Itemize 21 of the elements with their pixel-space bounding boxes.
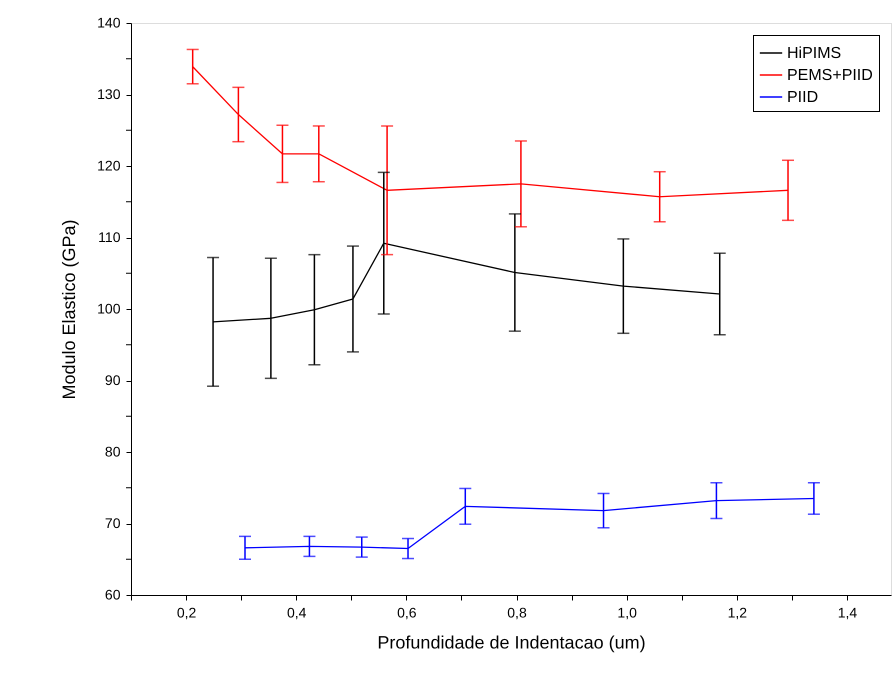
y-tick-label: 100	[97, 300, 121, 316]
y-tick-label: 120	[97, 158, 121, 174]
x-tick-label: 1,2	[728, 604, 748, 620]
x-axis-title: Profundidade de Indentacao (um)	[377, 632, 646, 652]
legend-label: HiPIMS	[787, 45, 842, 62]
x-tick-label: 0,6	[397, 604, 417, 620]
y-tick-label: 70	[104, 515, 121, 531]
x-tick-label: 1,4	[838, 604, 858, 620]
y-tick-label: 80	[104, 444, 121, 460]
legend-label: PIID	[787, 89, 818, 106]
y-tick-label: 140	[97, 14, 121, 30]
y-tick-label: 130	[97, 86, 121, 102]
y-tick-label: 60	[104, 586, 121, 602]
x-tick-label: 0,2	[176, 604, 197, 620]
legend-label: PEMS+PIID	[787, 67, 873, 84]
x-tick-label: 1,0	[617, 604, 638, 620]
x-tick-label: 0,4	[286, 604, 307, 620]
y-tick-label: 110	[98, 229, 121, 245]
x-tick-label: 0,8	[507, 604, 527, 620]
y-tick-label: 90	[104, 372, 121, 388]
y-axis-title: Modulo Elastico (GPa)	[59, 219, 80, 400]
